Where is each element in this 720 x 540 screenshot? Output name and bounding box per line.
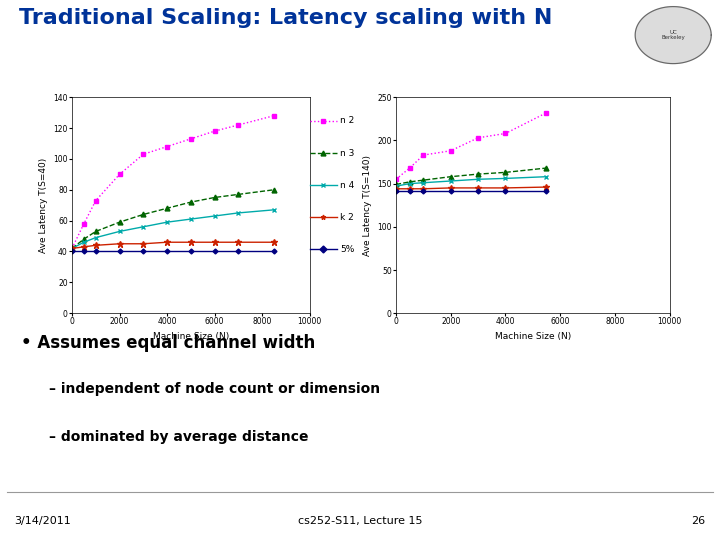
Y-axis label: Ave Latency T(S=40): Ave Latency T(S=40): [39, 158, 48, 253]
Text: n 4: n 4: [340, 180, 354, 190]
Text: UC
Berkeley: UC Berkeley: [662, 30, 685, 40]
Text: cs252-S11, Lecture 15: cs252-S11, Lecture 15: [298, 516, 422, 526]
Text: 26: 26: [691, 516, 706, 526]
Text: n 2: n 2: [340, 117, 354, 125]
X-axis label: Machine Size (N): Machine Size (N): [495, 332, 571, 341]
Polygon shape: [635, 6, 711, 64]
Text: 5%: 5%: [340, 245, 354, 254]
Text: 3/14/2011: 3/14/2011: [14, 516, 71, 526]
Text: – dominated by average distance: – dominated by average distance: [49, 430, 308, 444]
Text: • Assumes equal channel width: • Assumes equal channel width: [22, 334, 315, 353]
X-axis label: Machine Size (N): Machine Size (N): [153, 332, 229, 341]
Y-axis label: Ave Latency T(S=140): Ave Latency T(S=140): [363, 154, 372, 256]
Text: – independent of node count or dimension: – independent of node count or dimension: [49, 382, 380, 396]
Text: n 3: n 3: [340, 148, 354, 158]
Text: Traditional Scaling: Latency scaling with N: Traditional Scaling: Latency scaling wit…: [19, 8, 552, 28]
Text: k 2: k 2: [340, 213, 354, 222]
